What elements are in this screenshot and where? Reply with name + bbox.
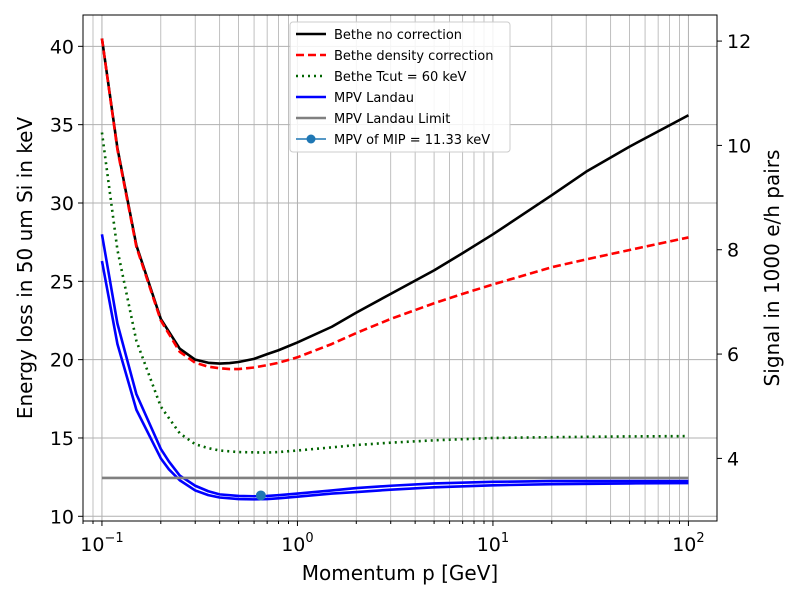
legend-box bbox=[289, 21, 511, 153]
x-axis: 10−1 100 101 102 bbox=[80, 521, 705, 556]
y-tick-label-0: 10 bbox=[50, 506, 74, 528]
x-axis-label: Momentum p [GeV] bbox=[302, 561, 498, 585]
y-tick-label-5: 35 bbox=[50, 115, 74, 137]
legend-label-4: MPV Landau Limit bbox=[334, 112, 450, 127]
y2-tick-label-3: 10 bbox=[727, 135, 751, 157]
plot-frame bbox=[82, 14, 718, 522]
data-point-0 bbox=[255, 490, 266, 501]
legend: Bethe no correction Bethe density correct… bbox=[289, 21, 511, 153]
x-tick-label-3: 102 bbox=[672, 531, 704, 556]
y-tick-label-3: 25 bbox=[50, 271, 74, 293]
y2-tick-label-0: 4 bbox=[727, 448, 739, 470]
x-tick-label-2: 101 bbox=[477, 531, 509, 556]
legend-marker-5 bbox=[306, 134, 316, 144]
series-line-4 bbox=[100, 260, 689, 501]
legend-label-1: Bethe density correction bbox=[334, 49, 494, 64]
y-axis-label: Energy loss in 50 um Si in keV bbox=[13, 117, 37, 420]
y-tick-label-2: 20 bbox=[50, 350, 74, 372]
legend-label-5: MPV of MIP = 11.33 keV bbox=[334, 133, 490, 148]
y-axis-right-label: Signal in 1000 e/h pairs bbox=[760, 150, 784, 387]
legend-label-3: MPV Landau bbox=[334, 91, 414, 106]
legend-label-0: Bethe no correction bbox=[334, 28, 462, 43]
y2-tick-label-1: 6 bbox=[727, 344, 739, 366]
y2-tick-label-4: 12 bbox=[727, 31, 751, 53]
series-line-2 bbox=[100, 132, 689, 454]
y-axis-left: 10 15 20 25 30 35 40 bbox=[50, 36, 83, 528]
y-tick-label-4: 30 bbox=[50, 193, 74, 215]
x-tick-label-0: 10−1 bbox=[80, 531, 123, 556]
legend-label-2: Bethe Tcut = 60 keV bbox=[334, 70, 466, 85]
series-line-1 bbox=[100, 38, 689, 371]
series-line-0 bbox=[100, 38, 690, 365]
y-axis-right: 4 6 8 10 12 bbox=[717, 31, 751, 470]
y2-tick-label-2: 8 bbox=[727, 240, 739, 262]
data-points bbox=[255, 490, 266, 501]
series-line-3 bbox=[100, 234, 689, 498]
x-tick-label-1: 100 bbox=[281, 531, 313, 556]
y-tick-label-1: 15 bbox=[50, 428, 74, 450]
y-tick-label-6: 40 bbox=[50, 36, 74, 58]
